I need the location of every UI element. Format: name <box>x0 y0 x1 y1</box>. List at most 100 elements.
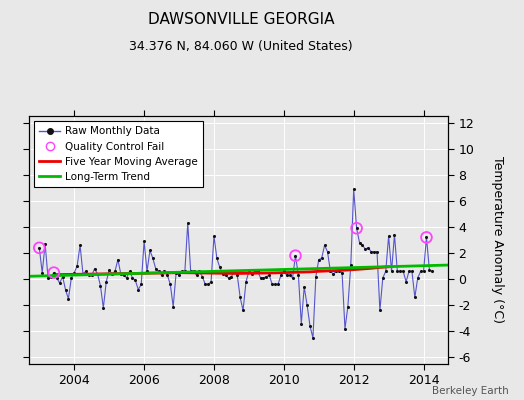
Point <box>175 272 183 278</box>
Point <box>358 242 367 248</box>
Point <box>303 302 311 308</box>
Point <box>353 225 361 232</box>
Point <box>350 186 358 192</box>
Point <box>411 294 419 301</box>
Point <box>58 273 67 280</box>
Point <box>134 286 143 293</box>
Point <box>204 281 212 288</box>
Point <box>227 273 236 280</box>
Point <box>262 273 270 280</box>
Point <box>425 267 433 273</box>
Point <box>390 232 399 238</box>
Point <box>137 281 145 288</box>
Point <box>187 268 195 274</box>
Point <box>312 273 320 280</box>
Point <box>210 233 218 239</box>
Point <box>364 245 373 251</box>
Point <box>143 268 151 274</box>
Point <box>288 275 297 281</box>
Point <box>178 268 186 274</box>
Point <box>56 280 64 286</box>
Point <box>146 247 154 254</box>
Point <box>50 270 58 276</box>
Point <box>413 275 422 281</box>
Point <box>105 267 113 273</box>
Point <box>114 256 122 263</box>
Point <box>419 268 428 274</box>
Point <box>119 272 128 278</box>
Point <box>399 268 407 274</box>
Point <box>323 248 332 255</box>
Point <box>422 234 431 240</box>
Point <box>111 268 119 274</box>
Point <box>236 294 244 301</box>
Point <box>346 262 355 268</box>
Point <box>376 307 384 314</box>
Point <box>201 281 210 288</box>
Point <box>428 268 436 274</box>
Point <box>381 268 390 274</box>
Point <box>408 268 416 274</box>
Point <box>157 272 166 278</box>
Point <box>192 272 201 278</box>
Point <box>155 268 163 274</box>
Point <box>64 296 73 302</box>
Point <box>294 272 302 278</box>
Point <box>306 323 314 329</box>
Point <box>93 271 102 277</box>
Point <box>373 248 381 255</box>
Point <box>280 268 288 274</box>
Point <box>355 240 364 246</box>
Point <box>140 238 148 244</box>
Point <box>286 272 294 278</box>
Point <box>108 271 116 277</box>
Point <box>402 278 410 285</box>
Point <box>88 272 96 278</box>
Point <box>198 273 206 280</box>
Point <box>405 268 413 274</box>
Point <box>35 245 43 251</box>
Text: 34.376 N, 84.060 W (United States): 34.376 N, 84.060 W (United States) <box>129 40 353 53</box>
Point <box>271 281 279 288</box>
Point <box>195 268 204 274</box>
Point <box>320 242 329 248</box>
Point <box>47 273 55 280</box>
Point <box>338 270 346 276</box>
Point <box>233 272 242 278</box>
Point <box>172 270 180 276</box>
Point <box>163 272 171 278</box>
Point <box>250 268 259 274</box>
Point <box>248 271 256 277</box>
Point <box>417 268 425 274</box>
Point <box>396 268 405 274</box>
Legend: Raw Monthly Data, Quality Control Fail, Five Year Moving Average, Long-Term Tren: Raw Monthly Data, Quality Control Fail, … <box>34 121 203 187</box>
Point <box>335 268 343 274</box>
Point <box>76 242 84 248</box>
Point <box>183 220 192 226</box>
Text: Berkeley Earth: Berkeley Earth <box>432 386 508 396</box>
Point <box>367 248 375 255</box>
Point <box>91 266 99 272</box>
Point <box>151 266 160 272</box>
Point <box>222 272 230 278</box>
Point <box>254 268 262 274</box>
Point <box>123 275 131 281</box>
Point <box>207 278 215 285</box>
Point <box>277 272 285 278</box>
Point <box>268 281 276 288</box>
Point <box>79 271 87 277</box>
Point <box>149 255 157 262</box>
Point <box>387 268 396 274</box>
Point <box>230 268 238 274</box>
Point <box>245 268 253 274</box>
Point <box>44 275 52 281</box>
Point <box>332 268 341 274</box>
Point <box>160 268 169 274</box>
Point <box>117 271 125 277</box>
Point <box>67 275 75 281</box>
Point <box>224 275 233 281</box>
Point <box>96 282 105 289</box>
Point <box>61 286 70 293</box>
Point <box>385 233 393 239</box>
Point <box>265 272 274 278</box>
